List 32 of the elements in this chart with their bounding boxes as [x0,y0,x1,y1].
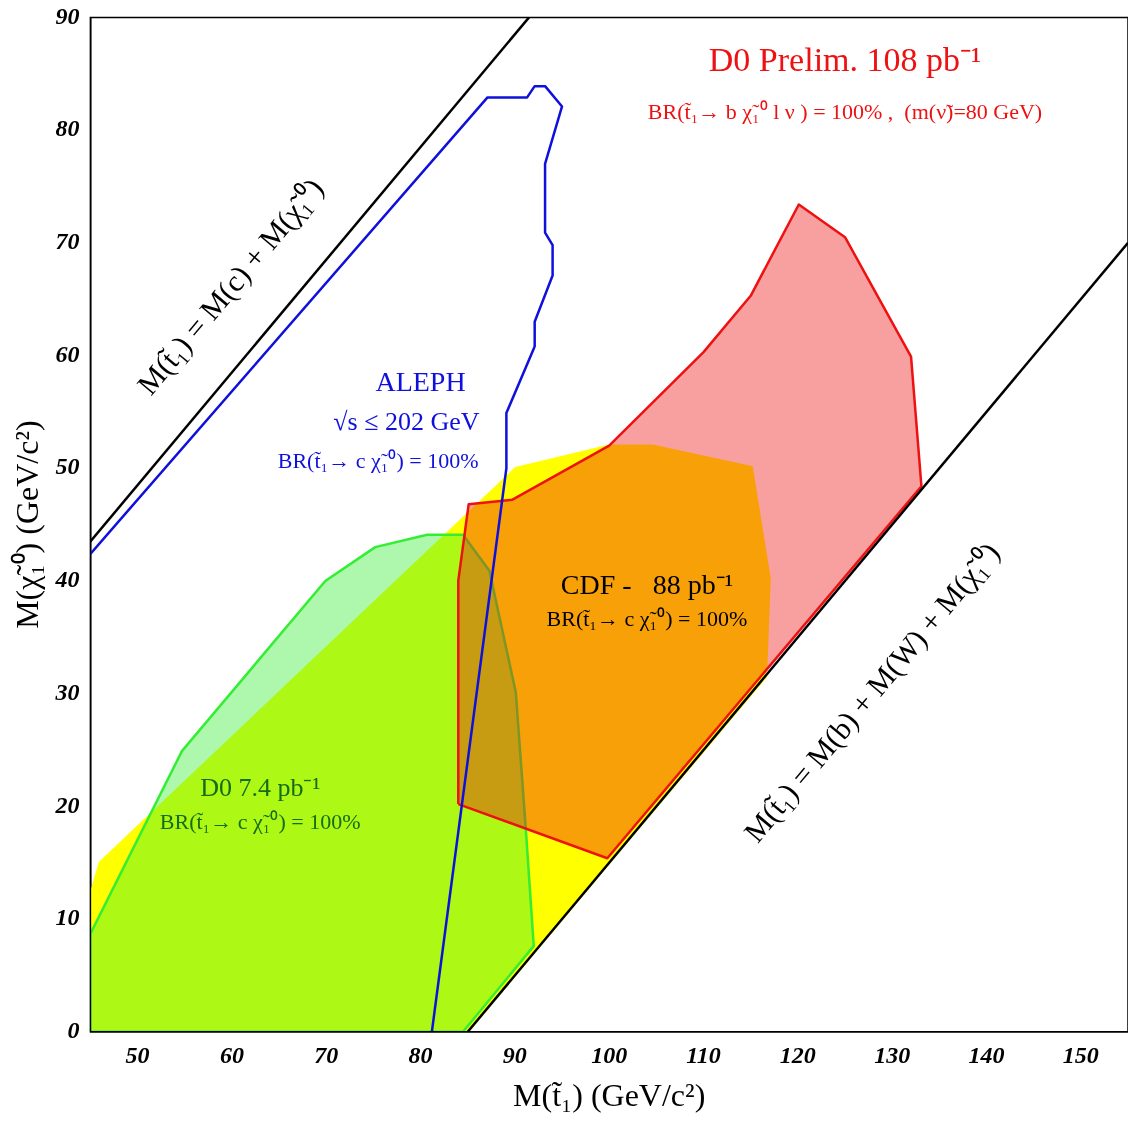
annotation: √s ≤ 202 GeV [333,406,480,436]
annotation: BR(t̃₁→ c χ̃₁⁰) = 100% [546,606,748,632]
y-tick-label: 30 [54,678,80,705]
x-tick-label: 130 [874,1042,911,1069]
y-tick-label: 50 [55,453,80,480]
y-tick-label: 60 [55,340,80,367]
y-tick-label: 80 [55,115,80,142]
y-tick-label: 90 [55,2,80,29]
x-tick-label: 100 [591,1042,628,1069]
annotation: BR(t̃₁→ b χ̃₁⁰ l ν ) = 100% , (m(ν̃)=80 GeV) [647,98,1043,124]
y-tick-label: 0 [67,1017,80,1043]
y-tick-label: 20 [54,791,80,818]
x-tick-label: 140 [968,1042,1005,1069]
annotation: CDF - 88 pb⁻¹ [560,568,734,600]
y-tick-label: 70 [55,228,80,255]
annotation: BR(t̃₁→ c χ̃₁⁰) = 100% [277,448,479,474]
annotation: ALEPH [375,366,466,398]
annotation: BR(t̃₁→ c χ̃₁⁰) = 100% [159,809,361,835]
x-tick-label: 110 [686,1042,721,1069]
x-axis-title: M(t̃₁) (GeV/c²) [513,1077,706,1114]
x-tick-label: 150 [1062,1042,1099,1069]
y-tick-label: 10 [55,904,80,931]
x-tick-label: 50 [125,1042,150,1069]
annotation: D0 7.4 pb⁻¹ [200,773,321,803]
x-tick-label: 60 [219,1042,244,1069]
annotation: D0 Prelim. 108 pb⁻¹ [708,41,982,79]
x-tick-label: 80 [408,1042,433,1069]
y-tick-label: 40 [54,566,80,593]
x-tick-label: 90 [502,1042,527,1069]
x-tick-label: 120 [779,1042,816,1069]
x-tick-label: 70 [314,1042,339,1069]
y-axis-title: M(χ̃₁⁰) (GeV/c²) [8,420,45,629]
